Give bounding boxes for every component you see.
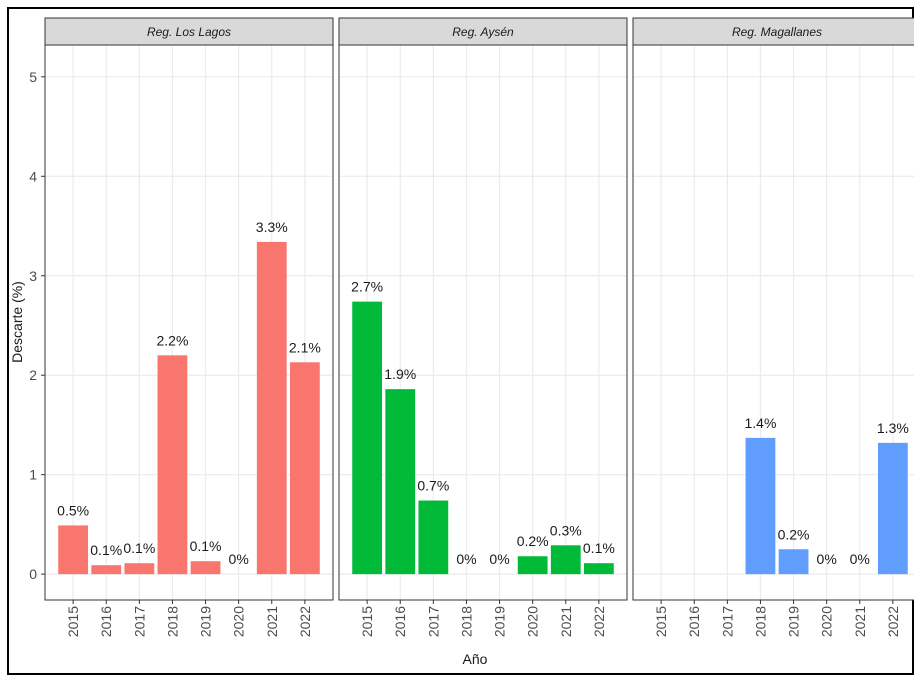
bar — [124, 563, 155, 575]
bar — [289, 362, 320, 575]
x-tick-label: 2017 — [719, 606, 735, 637]
x-tick-label: 2015 — [653, 606, 669, 637]
strip-title: Reg. Aysén — [452, 25, 514, 39]
x-tick-label: 2017 — [131, 606, 147, 637]
x-tick-label: 2018 — [752, 606, 768, 637]
x-tick-label: 2015 — [359, 606, 375, 637]
panel — [339, 45, 627, 600]
y-axis-title: Descarte (%) — [9, 281, 25, 363]
value-label: 0.1% — [90, 542, 122, 558]
x-tick-label: 2016 — [98, 606, 114, 637]
value-label: 2.2% — [156, 332, 188, 348]
value-label: 0.1% — [123, 540, 155, 556]
y-tick-label: 0 — [29, 566, 37, 582]
value-label: 0.5% — [57, 502, 89, 518]
value-label: 0.1% — [583, 540, 615, 556]
strip-title: Reg. Los Lagos — [147, 25, 231, 39]
bar — [418, 500, 449, 575]
value-label: 0% — [229, 551, 249, 567]
value-label: 3.3% — [256, 219, 288, 235]
x-tick-label: 2018 — [458, 606, 474, 637]
bar — [877, 442, 908, 575]
y-tick-label: 2 — [29, 367, 37, 383]
bar — [583, 563, 614, 575]
value-label: 1.3% — [877, 420, 909, 436]
x-tick-label: 2016 — [686, 606, 702, 637]
x-tick-label: 2016 — [392, 606, 408, 637]
bar — [256, 241, 287, 575]
x-tick-label: 2022 — [885, 606, 901, 637]
x-tick-label: 2021 — [264, 606, 280, 637]
bar — [58, 525, 89, 575]
x-tick-label: 2022 — [297, 606, 313, 637]
y-tick-label: 1 — [29, 467, 37, 483]
y-tick-label: 4 — [29, 168, 37, 184]
strip — [338, 17, 628, 46]
value-label: 0% — [817, 551, 837, 567]
strip — [632, 17, 914, 46]
value-label: 2.1% — [289, 339, 321, 355]
bar — [778, 549, 809, 575]
value-label: 1.9% — [384, 366, 416, 382]
x-tick-label: 2022 — [591, 606, 607, 637]
value-label: 0.7% — [417, 478, 449, 494]
bar — [352, 301, 383, 575]
x-tick-label: 2020 — [525, 606, 541, 637]
bar — [91, 565, 122, 575]
bar — [385, 389, 416, 575]
bar — [550, 545, 581, 575]
y-tick-label: 3 — [29, 268, 37, 284]
x-tick-label: 2021 — [852, 606, 868, 637]
x-tick-label: 2018 — [164, 606, 180, 637]
value-label: 0% — [489, 551, 509, 567]
x-tick-label: 2019 — [198, 606, 214, 637]
y-tick-label: 5 — [29, 69, 37, 85]
value-label: 0.2% — [517, 533, 549, 549]
bar — [157, 355, 188, 575]
x-tick-label: 2017 — [425, 606, 441, 637]
bar — [190, 561, 221, 575]
x-tick-label: 2019 — [492, 606, 508, 637]
value-label: 0.1% — [190, 538, 222, 554]
bar — [745, 437, 776, 575]
strip-title: Reg. Magallanes — [732, 25, 822, 39]
value-label: 0% — [456, 551, 476, 567]
x-axis-title: Año — [463, 651, 488, 667]
value-label: 2.7% — [351, 279, 383, 295]
x-tick-label: 2021 — [558, 606, 574, 637]
x-tick-label: 2015 — [65, 606, 81, 637]
x-tick-label: 2020 — [819, 606, 835, 637]
value-label: 1.4% — [744, 415, 776, 431]
value-label: 0% — [850, 551, 870, 567]
strip — [44, 17, 334, 46]
x-tick-label: 2019 — [786, 606, 802, 637]
x-tick-label: 2020 — [231, 606, 247, 637]
value-label: 0.2% — [778, 526, 810, 542]
value-label: 0.3% — [550, 522, 582, 538]
bar — [517, 556, 548, 575]
